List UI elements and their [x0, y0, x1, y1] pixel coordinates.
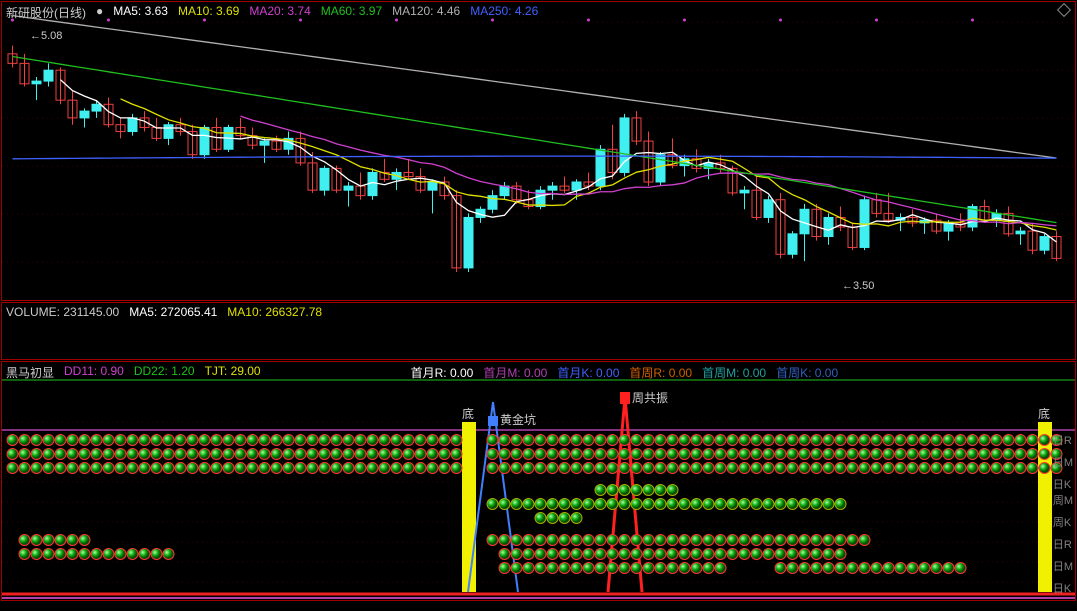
- indicator-item: 首周M: 0.00: [702, 364, 766, 381]
- candlestick-chart-panel[interactable]: 新研股份(日线) ● MA5: 3.63 MA10: 3.69 MA20: 3.…: [1, 1, 1076, 301]
- volume-panel[interactable]: VOLUME: 231145.00 MA5: 272065.41 MA10: 2…: [1, 302, 1076, 360]
- ma60-label: MA60: 3.97: [321, 4, 382, 21]
- svg-text:底: 底: [1038, 406, 1050, 421]
- indicator-header: 黑马初显 DD11: 0.90 DD22: 1.20 TJT: 29.00 首月…: [6, 364, 838, 381]
- ma5-label: MA5: 3.63: [113, 4, 168, 21]
- main-panel-header: 新研股份(日线) ● MA5: 3.63 MA10: 3.69 MA20: 3.…: [6, 4, 538, 21]
- high-price-label: ←5.08: [30, 30, 62, 42]
- ma20-label: MA20: 3.74: [249, 4, 310, 21]
- indicator-item: 首月K: 0.00: [557, 364, 619, 381]
- side-labels-top: 日R日M日K: [1053, 432, 1073, 492]
- indicator-item: 首周K: 0.00: [776, 364, 838, 381]
- indicator-plot[interactable]: 底 底 黄金坑 周共振: [2, 362, 1075, 600]
- svg-text:黄金坑: 黄金坑: [500, 412, 536, 427]
- ma10-label: MA10: 3.69: [178, 4, 239, 21]
- volume-header: VOLUME: 231145.00 MA5: 272065.41 MA10: 2…: [6, 305, 322, 319]
- low-price-label: ←3.50: [842, 280, 874, 292]
- main-plot[interactable]: [2, 2, 1075, 300]
- svg-text:底: 底: [462, 406, 474, 421]
- side-labels-bot: 周M周K日R日M日K: [1053, 492, 1073, 596]
- indicator-item: 首周R: 0.00: [629, 364, 692, 381]
- ma250-label: MA250: 4.26: [470, 4, 538, 21]
- indicator-item: 首月M: 0.00: [483, 364, 547, 381]
- stock-title: 新研股份(日线): [6, 4, 86, 21]
- indicator-item: 首月R: 0.00: [411, 364, 474, 381]
- indicator-panel[interactable]: 黑马初显 DD11: 0.90 DD22: 1.20 TJT: 29.00 首月…: [1, 361, 1076, 601]
- ma120-label: MA120: 4.46: [392, 4, 460, 21]
- svg-text:周共振: 周共振: [632, 391, 668, 405]
